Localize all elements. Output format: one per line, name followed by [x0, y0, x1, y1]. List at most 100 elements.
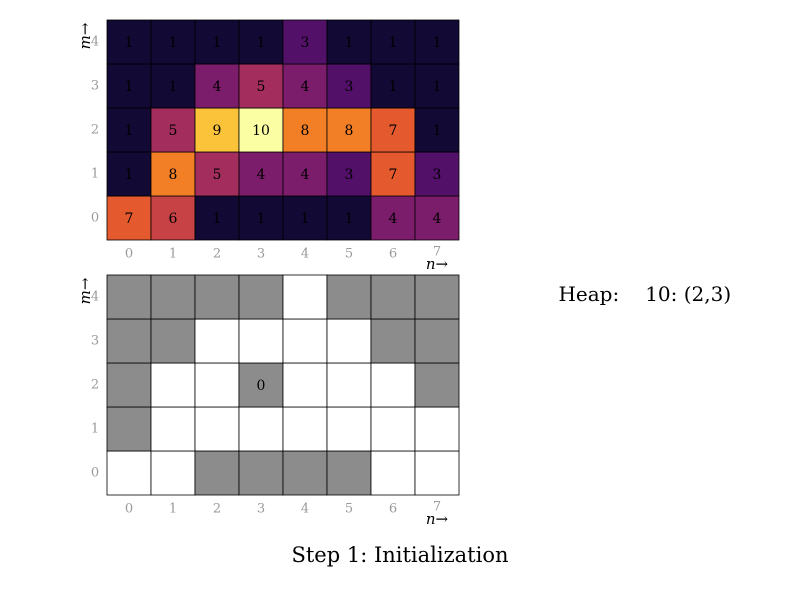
bottom-x-tick: 7 [433, 500, 441, 515]
heatmap-cell [106, 195, 152, 241]
heap-label: Heap: [558, 282, 620, 306]
heatmap-cell-value: 7 [389, 167, 398, 183]
state-cell [194, 274, 240, 320]
heatmap-cell [370, 195, 416, 241]
top-x-tick: 2 [213, 247, 221, 262]
bottom-x-tick: 2 [213, 502, 221, 517]
state-cell [194, 450, 240, 496]
state-cell [150, 362, 196, 408]
heatmap-cell [194, 63, 240, 109]
state-cell [370, 318, 416, 364]
state-cell [370, 362, 416, 408]
state-cell [370, 450, 416, 496]
bottom-y-tick: 1 [91, 422, 99, 437]
state-cell-label: 0 [257, 378, 266, 394]
heatmap-cell-value: 6 [169, 211, 178, 227]
state-cell [238, 274, 284, 320]
heatmap-cell [414, 19, 460, 65]
top-x-tick: 4 [301, 247, 309, 262]
state-cell [414, 406, 460, 452]
state-cell [282, 274, 328, 320]
heatmap-cell-value: 5 [213, 167, 222, 183]
top-x-tick: 6 [389, 247, 397, 262]
heatmap-cell [238, 19, 284, 65]
heatmap-cell-value: 4 [213, 79, 222, 95]
heatmap-cell [282, 63, 328, 109]
heatmap-cell-value: 1 [389, 79, 398, 95]
heatmap-cell-value: 4 [301, 167, 310, 183]
heatmap-cell-value: 3 [433, 167, 442, 183]
top-x-tick: 7 [433, 245, 441, 260]
state-cell [150, 274, 196, 320]
heatmap-cell-value: 7 [389, 123, 398, 139]
state-cell [106, 274, 152, 320]
state-cell [326, 406, 372, 452]
state-cell [370, 406, 416, 452]
heatmap-cell-value: 1 [389, 35, 398, 51]
heatmap-cell-value: 1 [169, 35, 178, 51]
step-caption: Step 1: Initialization [291, 543, 509, 567]
state-cell [282, 362, 328, 408]
heatmap-cell-value: 1 [213, 211, 222, 227]
heap-panel: Heap: 10: (2,3) [533, 258, 731, 330]
heatmap-cell [106, 19, 152, 65]
heatmap-cell-value: 1 [345, 35, 354, 51]
state-cell [282, 450, 328, 496]
heatmap-cell-value: 4 [433, 211, 442, 227]
bottom-y-tick: 3 [91, 334, 99, 349]
heatmap-cell [326, 195, 372, 241]
heatmap-cell [414, 107, 460, 153]
heatmap-cell [414, 63, 460, 109]
heatmap-cell [370, 107, 416, 153]
heatmap-cell [150, 107, 196, 153]
heatmap-cell [282, 151, 328, 197]
heatmap-cell-value: 1 [433, 35, 442, 51]
heatmap-cell-value: 1 [125, 167, 134, 183]
heatmap-cell-value: 7 [125, 211, 134, 227]
heatmap-cell [106, 63, 152, 109]
heatmap-cell-value: 8 [345, 123, 354, 139]
state-cell [414, 318, 460, 364]
heatmap-cell [238, 107, 284, 153]
bottom-y-tick: 0 [91, 466, 99, 481]
state-cell [414, 274, 460, 320]
state-cell [194, 362, 240, 408]
state-cell [414, 450, 460, 496]
bottom-x-tick: 0 [125, 502, 133, 517]
state-cell [326, 450, 372, 496]
heatmap-cell [194, 19, 240, 65]
bottom-x-tick: 3 [257, 502, 265, 517]
state-cell [326, 274, 372, 320]
state-cell [106, 362, 152, 408]
bottom-y-axis-label: m→ [76, 277, 94, 304]
top-y-tick: 2 [91, 123, 99, 138]
heatmap-cell [282, 19, 328, 65]
heatmap-cell-value: 9 [213, 123, 222, 139]
bottom-y-tick: 2 [91, 378, 99, 393]
state-cell [326, 318, 372, 364]
state-cell [370, 274, 416, 320]
heatmap-cell [414, 151, 460, 197]
state-cell [106, 406, 152, 452]
heatmap-cell [194, 195, 240, 241]
heatmap-cell-value: 1 [125, 35, 134, 51]
state-cell [326, 362, 372, 408]
top-x-tick: 5 [345, 247, 353, 262]
top-y-tick: 0 [91, 211, 99, 226]
bottom-x-tick: 1 [169, 502, 177, 517]
state-cell [414, 362, 460, 408]
top-y-tick: 3 [91, 79, 99, 94]
top-x-axis-label: n→ [426, 255, 449, 273]
heatmap-cell-value: 1 [301, 211, 310, 227]
state-cell [238, 406, 284, 452]
state-cell [150, 318, 196, 364]
heatmap-cell-value: 4 [257, 167, 266, 183]
heatmap-cell-value: 1 [433, 123, 442, 139]
heatmap-cell-value: 3 [301, 35, 310, 51]
heatmap-cell [238, 151, 284, 197]
heatmap-cell-value: 1 [169, 79, 178, 95]
state-cell [150, 406, 196, 452]
state-cell [106, 318, 152, 364]
heatmap-cell-value: 1 [345, 211, 354, 227]
